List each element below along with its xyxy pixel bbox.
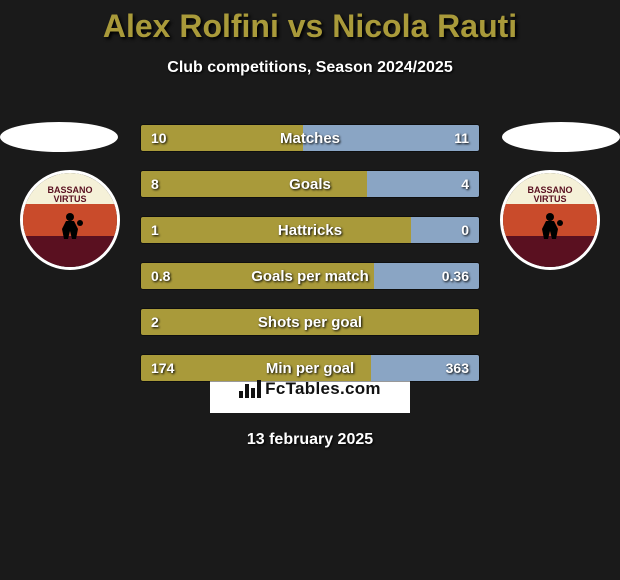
stat-bar-row: Shots per goal2 bbox=[140, 308, 480, 336]
page-title: Alex Rolfini vs Nicola Rauti bbox=[0, 0, 620, 45]
stat-bar-row: Hattricks10 bbox=[140, 216, 480, 244]
bar-fill-left bbox=[141, 125, 303, 151]
player-silhouette-icon bbox=[54, 211, 86, 243]
stat-bar-row: Matches1011 bbox=[140, 124, 480, 152]
badge-top-stripe: BASSANO VIRTUS bbox=[23, 173, 117, 204]
bar-fill-left bbox=[141, 171, 367, 197]
bar-fill-left bbox=[141, 309, 479, 335]
bar-fill-right bbox=[367, 171, 479, 197]
bar-fill-right bbox=[374, 263, 479, 289]
bar-fill-left bbox=[141, 217, 411, 243]
stat-bar-row: Goals per match0.80.36 bbox=[140, 262, 480, 290]
player-silhouette-icon bbox=[534, 211, 566, 243]
stat-bar-row: Goals84 bbox=[140, 170, 480, 198]
stat-bar-row: Min per goal174363 bbox=[140, 354, 480, 382]
subtitle: Club competitions, Season 2024/2025 bbox=[0, 59, 620, 77]
player-ellipse-right bbox=[502, 122, 620, 152]
team-badge-right: BASSANO VIRTUS bbox=[500, 170, 600, 270]
team-badge-left: BASSANO VIRTUS bbox=[20, 170, 120, 270]
player-ellipse-left bbox=[0, 122, 118, 152]
bar-fill-left bbox=[141, 263, 374, 289]
badge-top-stripe: BASSANO VIRTUS bbox=[503, 173, 597, 204]
stats-bars: Matches1011 Goals84 Hattricks10 Goals per m… bbox=[140, 124, 480, 400]
bar-fill-right bbox=[411, 217, 479, 243]
bar-fill-left bbox=[141, 355, 371, 381]
badge-label-bot: VIRTUS bbox=[527, 195, 572, 204]
bar-chart-icon bbox=[239, 380, 261, 398]
bar-fill-right bbox=[371, 355, 479, 381]
badge-label-bot: VIRTUS bbox=[47, 195, 92, 204]
date-text: 13 february 2025 bbox=[0, 431, 620, 449]
bar-fill-right bbox=[303, 125, 479, 151]
